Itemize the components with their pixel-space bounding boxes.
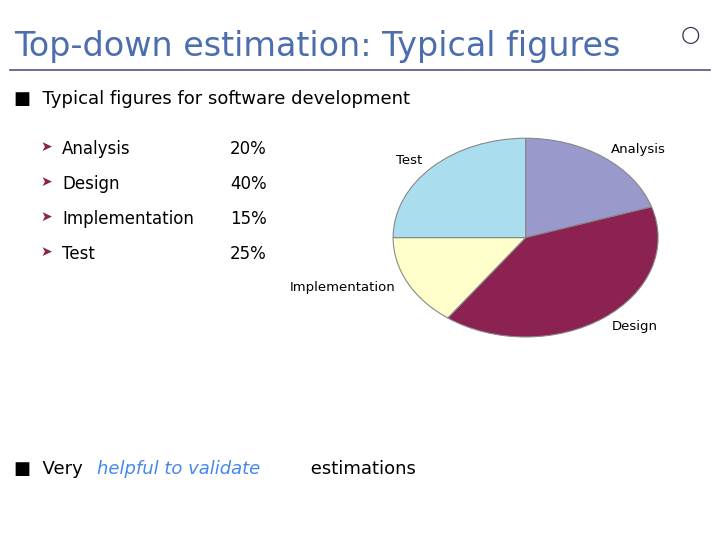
- Text: Analysis: Analysis: [611, 143, 666, 156]
- Text: ○: ○: [680, 25, 700, 45]
- Text: ■  Typical figures for software development: ■ Typical figures for software developme…: [14, 90, 410, 108]
- Wedge shape: [393, 238, 526, 318]
- Text: Design: Design: [62, 175, 120, 193]
- Text: 20%: 20%: [230, 140, 266, 158]
- Text: estimations: estimations: [305, 460, 416, 478]
- Text: helpful to validate: helpful to validate: [97, 460, 260, 478]
- Text: Test: Test: [396, 154, 423, 167]
- Text: ➤: ➤: [40, 140, 52, 154]
- Wedge shape: [448, 207, 658, 337]
- Text: Implementation: Implementation: [290, 281, 396, 294]
- Text: 25%: 25%: [230, 245, 266, 263]
- Text: ■  Very: ■ Very: [14, 460, 89, 478]
- Text: ➤: ➤: [40, 245, 52, 259]
- Text: Design: Design: [611, 320, 657, 333]
- Text: ➤: ➤: [40, 175, 52, 189]
- Text: Test: Test: [62, 245, 95, 263]
- Text: 40%: 40%: [230, 175, 266, 193]
- Wedge shape: [526, 138, 652, 238]
- Text: Top-down estimation: Typical figures: Top-down estimation: Typical figures: [14, 30, 621, 63]
- Wedge shape: [393, 138, 526, 238]
- Text: 15%: 15%: [230, 210, 266, 228]
- Text: Analysis: Analysis: [62, 140, 130, 158]
- Text: ➤: ➤: [40, 210, 52, 224]
- Text: Implementation: Implementation: [62, 210, 194, 228]
